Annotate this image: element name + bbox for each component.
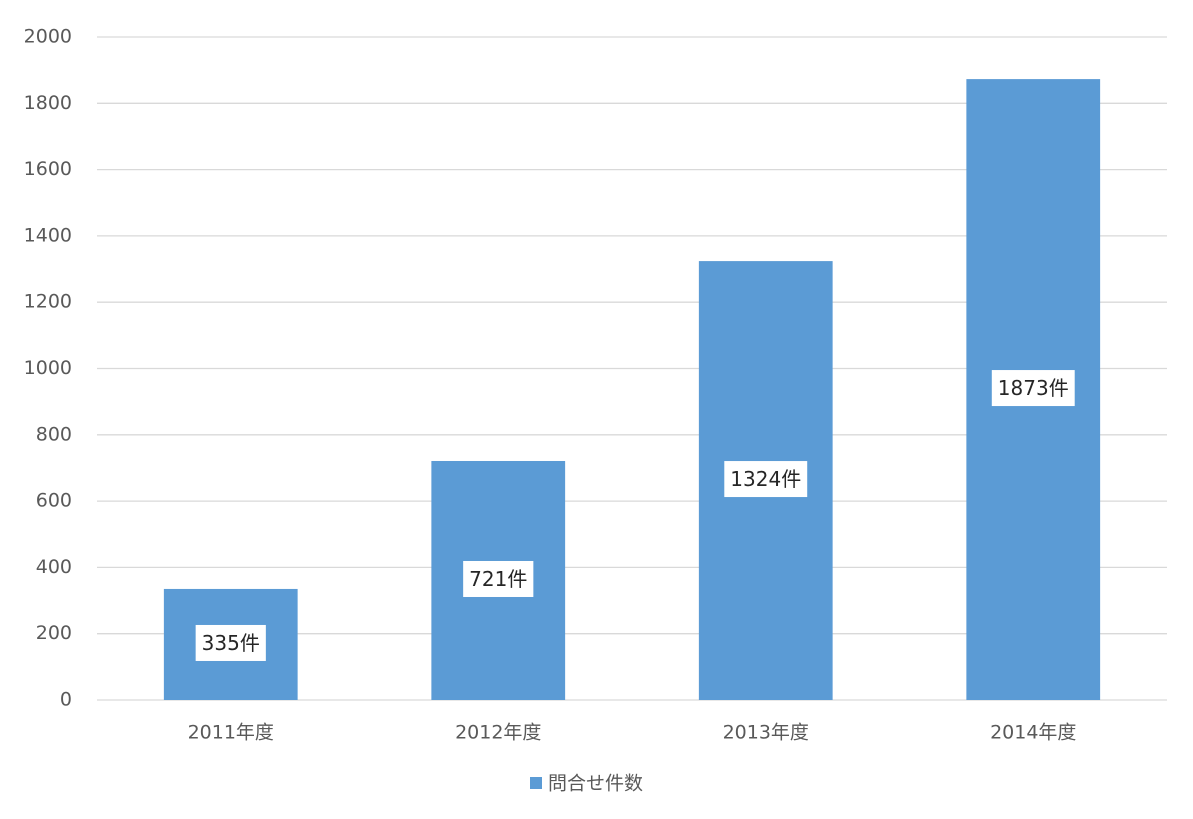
y-tick-label: 600 [36,490,72,512]
legend-swatch [530,777,542,789]
y-tick-label: 200 [36,622,72,644]
value-label: 721件 [469,567,527,591]
y-tick-label: 1600 [24,158,72,180]
y-tick-label: 1000 [24,357,72,379]
value-label-box [724,461,808,498]
x-tick-label: 2012年度 [455,722,541,744]
value-label: 1873件 [998,376,1069,400]
y-tick-label: 2000 [24,26,72,48]
y-tick-label: 400 [36,556,72,578]
value-label-box [991,370,1075,407]
value-label: 1324件 [730,467,801,491]
x-tick-label: 2013年度 [723,722,809,744]
value-label-box [463,560,534,597]
y-tick-label: 1400 [24,224,72,246]
x-tick-label: 2014年度 [990,722,1076,744]
y-tick-label: 800 [36,423,72,445]
value-label: 335件 [202,631,260,655]
y-tick-label: 0 [60,689,72,711]
y-tick-label: 1200 [24,291,72,313]
legend-label: 問合せ件数 [548,773,643,795]
x-tick-label: 2011年度 [188,722,274,744]
value-label-box [195,624,266,661]
y-tick-label: 1800 [24,92,72,114]
